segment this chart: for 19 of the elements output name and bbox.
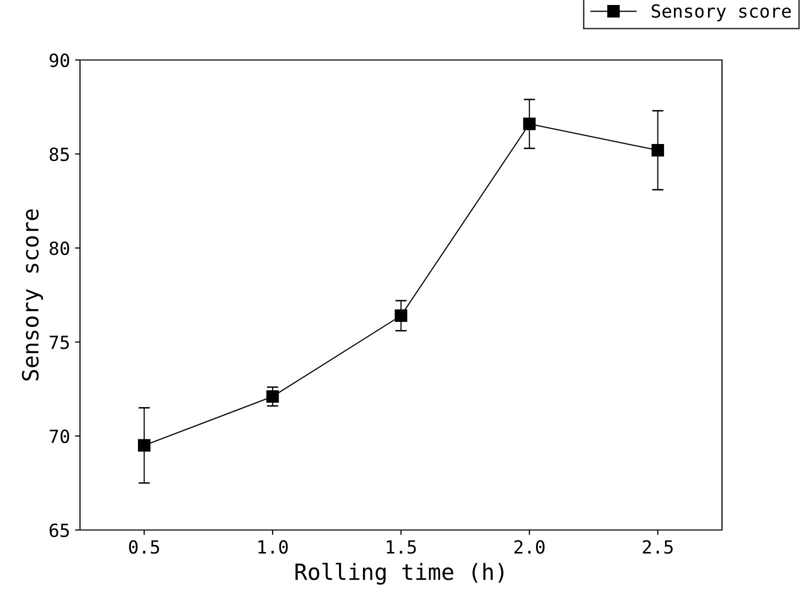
legend-label: Sensory score <box>652 4 791 22</box>
x-tick-label: 1.5 <box>386 540 416 554</box>
point <box>266 390 279 403</box>
y-tick-label: 85 <box>50 148 69 162</box>
point <box>523 118 536 130</box>
x-tick-label: 2.0 <box>514 540 545 554</box>
x-tick-label: 2.5 <box>642 540 673 554</box>
x-axis-title: Rolling time (h) <box>296 562 504 585</box>
x-tick-label: 1.0 <box>258 540 288 554</box>
point <box>138 439 150 452</box>
point <box>394 309 408 322</box>
y-tick-label: 70 <box>50 430 70 444</box>
point <box>652 144 664 156</box>
y-tick-label: 90 <box>50 54 70 68</box>
x-tick-label: 0.5 <box>129 540 160 554</box>
y-axis-title: Sensory score <box>22 209 43 380</box>
y-tick-label: 75 <box>50 336 69 350</box>
y-tick-label: 80 <box>50 242 70 256</box>
y-tick-label: 65 <box>50 524 69 538</box>
